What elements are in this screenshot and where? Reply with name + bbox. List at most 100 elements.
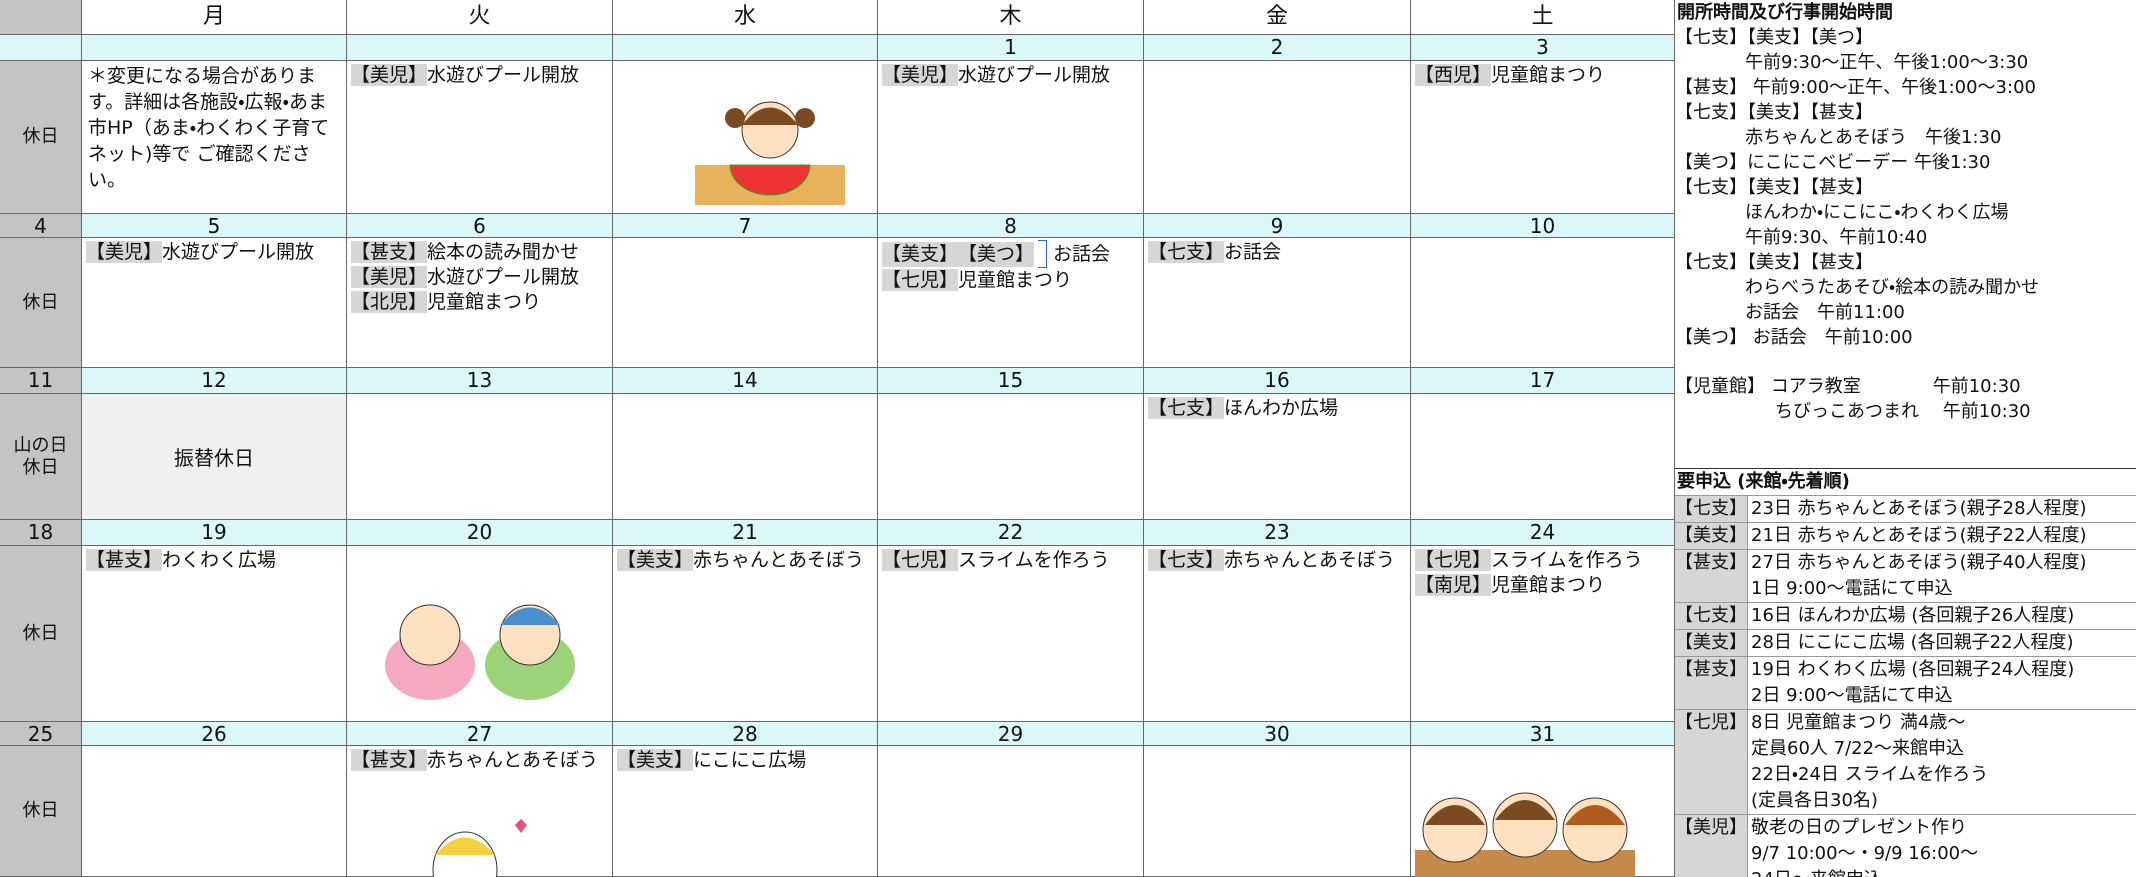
hours-group: 【美つ】 お話会 午前10:00 xyxy=(1675,325,2136,350)
substitute-holiday: 振替休日 xyxy=(82,394,347,520)
date: 14 xyxy=(613,368,878,394)
date: 7 xyxy=(613,214,878,238)
hours-group: 【児童館】 コアラ教室 午前10:30 ちびっこあつまれ 午前10:30 xyxy=(1675,374,2136,424)
date: 31 xyxy=(1411,722,1675,746)
registration-line: 23日 赤ちゃんとあそぼう(親子28人程度) xyxy=(1751,498,2087,519)
event-text: お話会 xyxy=(1224,241,1282,263)
event-tag: 【七児】 xyxy=(1415,549,1492,571)
event-text: 水遊びプール開放 xyxy=(427,64,580,86)
date: 28 xyxy=(613,722,878,746)
event-text: スライムを作ろう xyxy=(1491,549,1643,571)
event-text: スライムを作ろう xyxy=(958,549,1110,571)
weekday: 土 xyxy=(1411,0,1675,35)
registration-lines: 16日 ほんわか広場 (各回親子26人程度) xyxy=(1748,603,2074,629)
registration-row: 【甚支】 27日 赤ちゃんとあそぼう(親子40人程度) 1日 9:00～電話にて申込 xyxy=(1675,550,2136,603)
registration-lines: 27日 赤ちゃんとあそぼう(親子40人程度) 1日 9:00～電話にて申込 xyxy=(1748,550,2087,602)
event-tag: 【西児】 xyxy=(1415,64,1492,86)
day-cell xyxy=(347,394,613,520)
event-tag: 【七児】 xyxy=(882,549,959,571)
registration-lines: 19日 わくわく広場 (各回親子24人程度) 2日 9:00～電話にて申込 xyxy=(1748,657,2074,709)
date: 9 xyxy=(1144,214,1411,238)
hours-item: 赤ちゃんとあそぼう 午後1:30 xyxy=(1745,127,2002,148)
event-tag: 【美支】 xyxy=(882,241,959,267)
day-cell xyxy=(878,394,1144,520)
event: 【北児】児童館まつり xyxy=(351,290,608,315)
day-cell xyxy=(1144,61,1411,214)
registration-lines: 21日 赤ちゃんとあそぼう(親子22人程度) xyxy=(1748,523,2087,549)
event-tags: 【美支】【美つ】 xyxy=(882,241,1035,267)
day-cell: 【美児】水遊びプール開放 xyxy=(82,238,347,368)
event-tag: 【美つ】 xyxy=(958,241,1035,267)
day-cell: 【甚支】絵本の読み聞かせ 【美児】水遊びプール開放 【北児】児童館まつり xyxy=(347,238,613,368)
sunday-date: 4 xyxy=(0,214,82,238)
illustration-girl xyxy=(695,101,845,205)
holiday-text: 休日 xyxy=(22,126,59,147)
hours-head: 【美つ】にこにこベビーデー 午後1:30 xyxy=(1675,152,1991,173)
holiday-text: 休日 xyxy=(22,291,59,313)
registration-tag: 【七支】 xyxy=(1675,603,1748,629)
date: 3 xyxy=(1411,35,1675,61)
event: 【七児】スライムを作ろう xyxy=(882,548,1139,573)
weekday: 火 xyxy=(347,0,613,35)
day-cell: 【七支】赤ちゃんとあそぼう xyxy=(1144,546,1411,722)
event: 【美児】水遊びプール開放 xyxy=(882,63,1139,88)
registration-title: 要申込 (来館・先着順) xyxy=(1675,469,2136,496)
hours-item: 午前9:30、午前10:40 xyxy=(1745,227,1928,248)
event-tag: 【美児】 xyxy=(882,64,959,86)
date: 15 xyxy=(878,368,1144,394)
registration-lines: 8日 児童館まつり 満4歳～ 定員60人 7/22～来館申込 22日・24日 スライ… xyxy=(1748,710,1988,814)
day-cell: ＊変更になる場合があります。詳細は各施設・広報・あま市HP（あま・わくわく子育て… xyxy=(82,61,347,214)
event: 【甚支】わくわく広場 xyxy=(86,548,342,573)
hours-group: 【七支】【美支】【甚支】 ほんわか・にこにこ・わくわく広場 午前9:30、午前10:… xyxy=(1675,175,2136,250)
event: 【美児】水遊びプール開放 xyxy=(351,63,608,88)
event-tag: 【美支】 xyxy=(617,749,694,771)
event: 【南児】児童館まつり xyxy=(1415,573,1670,598)
event-text: 赤ちゃんとあそぼう xyxy=(427,749,599,771)
sunday-date: 11 xyxy=(0,368,82,394)
registration-row: 【美支】 28日 にこにこ広場 (各回親子22人程度) xyxy=(1675,630,2136,657)
event-tag: 【美児】 xyxy=(86,241,163,263)
date: 30 xyxy=(1144,722,1411,746)
info-panel: 開所時間及び行事開始時間 【七支】【美支】【美つ】 午前9:30～正午、午後1:00… xyxy=(1675,0,2136,877)
event: 【甚支】絵本の読み聞かせ xyxy=(351,240,608,265)
day-cell: 【七児】スライムを作ろう xyxy=(878,546,1144,722)
hours-head: 【七支】【美支】【甚支】 xyxy=(1675,102,1873,123)
date: 10 xyxy=(1411,214,1675,238)
day-cell: 【美支】赤ちゃんとあそぼう xyxy=(613,546,878,722)
day-cell xyxy=(613,238,878,368)
date: 27 xyxy=(347,722,613,746)
day-cell: 【七支】ほんわか広場 xyxy=(1144,394,1411,520)
date: 5 xyxy=(82,214,347,238)
holiday-label: 休日 xyxy=(0,238,82,368)
date: 16 xyxy=(1144,368,1411,394)
event: 【美児】水遊びプール開放 xyxy=(86,240,342,265)
hours-group: 【七支】【美支】【美つ】 午前9:30～正午、午後1:00～3:30 xyxy=(1675,25,2136,75)
day-cell: 【甚支】わくわく広場 xyxy=(82,546,347,722)
header-corner xyxy=(0,0,82,35)
weekday: 水 xyxy=(613,0,878,35)
event: 【七支】お話会 xyxy=(1148,240,1406,265)
registration-row: 【七児】 8日 児童館まつり 満4歳～ 定員60人 7/22～来館申込 22日・24日… xyxy=(1675,710,2136,815)
hours-item: わらべうたあそび・絵本の読み聞かせ xyxy=(1745,277,2040,298)
registration-line: 22日・24日 スライムを作ろう xyxy=(1751,764,1989,785)
registration-line: 敬老の日のプレゼント作り xyxy=(1751,817,1967,838)
date: 2 xyxy=(1144,35,1411,61)
event-text: ほんわか広場 xyxy=(1224,397,1339,419)
day-cell: 【美支】にこにこ広場 xyxy=(613,746,878,877)
registration-tag: 【七児】 xyxy=(1675,710,1748,814)
event-text: わくわく広場 xyxy=(162,549,277,571)
event: 【七支】赤ちゃんとあそぼう xyxy=(1148,548,1406,573)
registration-row: 【美児】敬老の日のプレゼント作り 9/7 10:00～・9/9 16:00～ 24日… xyxy=(1675,815,2136,877)
registration-row: 【七支】 16日 ほんわか広場 (各回親子26人程度) xyxy=(1675,603,2136,630)
hours-head: 【児童館】 コアラ教室 午前10:30 xyxy=(1675,376,2021,397)
registration-tag: 【美支】 xyxy=(1675,630,1748,656)
event-tag: 【甚支】 xyxy=(86,549,163,571)
day-cell: 【美児】水遊びプール開放 xyxy=(347,61,613,214)
day-cell: 【七児】スライムを作ろう 【南児】児童館まつり xyxy=(1411,546,1675,722)
hours-group: 【七支】【美支】【甚支】 わらべうたあそび・絵本の読み聞かせ お話会 午前11:00 xyxy=(1675,250,2136,325)
registration-line: 1日 9:00～電話にて申込 xyxy=(1751,578,1953,599)
registration-tag: 【美支】 xyxy=(1675,523,1748,549)
holiday-text: 休日 xyxy=(22,800,59,821)
day-cell xyxy=(878,746,1144,877)
